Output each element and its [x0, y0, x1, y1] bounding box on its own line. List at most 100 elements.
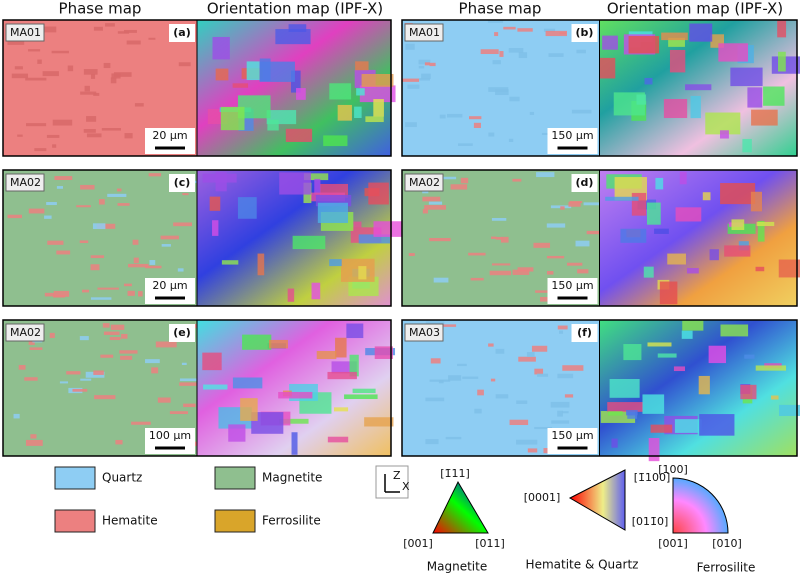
grain — [257, 253, 265, 276]
grain — [685, 84, 712, 91]
phase-grain — [54, 176, 73, 181]
phase-grain — [86, 133, 102, 138]
legend-label: Magnetite — [262, 471, 322, 485]
grain — [731, 219, 745, 231]
grain — [329, 259, 342, 267]
legend-swatch — [54, 509, 96, 533]
phase-grain — [551, 420, 570, 424]
phase-grain — [445, 436, 462, 440]
phase-grain — [157, 397, 171, 403]
phase-grain — [117, 31, 130, 34]
phase-grain — [473, 122, 481, 128]
phase-grain — [110, 77, 117, 84]
grain — [668, 37, 685, 47]
grain — [689, 23, 713, 42]
grain — [757, 220, 765, 242]
phase-grain — [442, 324, 457, 327]
grain — [352, 388, 376, 394]
phase-grain — [109, 337, 121, 341]
phase-grain — [557, 325, 568, 330]
phase-grain — [492, 60, 501, 65]
phase-grain — [67, 65, 74, 72]
phase-grain — [101, 127, 122, 131]
phase-grain — [546, 255, 565, 259]
column-header: Orientation map (IPF-X) — [607, 0, 783, 18]
phase-grain — [133, 257, 139, 264]
panel-letter: (a) — [173, 26, 190, 39]
phase-grain — [79, 336, 89, 341]
letter-box — [571, 174, 598, 192]
grain — [323, 135, 348, 147]
phase-grain — [183, 403, 196, 408]
grain — [279, 418, 309, 424]
phase-grain — [25, 77, 47, 81]
phase-grain — [103, 331, 120, 335]
panel-letter: (e) — [173, 326, 191, 339]
phase-grain — [503, 26, 516, 30]
phase-grain — [529, 111, 535, 115]
grain — [228, 424, 246, 442]
phase-grain — [577, 269, 589, 274]
phase-grain — [51, 50, 69, 54]
phase-grain — [80, 184, 95, 190]
grain — [756, 221, 775, 227]
grain — [368, 182, 389, 205]
phase-grain — [116, 188, 122, 192]
phase-grain — [44, 292, 56, 297]
phase-grain — [422, 196, 441, 202]
grain — [599, 57, 616, 79]
grain — [744, 354, 755, 359]
phase-grain — [102, 323, 110, 328]
phase-grain — [569, 201, 583, 204]
column-header: Phase map — [59, 0, 142, 18]
sample-box — [5, 323, 45, 342]
phase-grain — [477, 389, 484, 396]
phase-grain — [83, 69, 98, 75]
phase-grain — [490, 378, 496, 382]
phase-grain — [517, 267, 534, 272]
grain — [374, 346, 393, 359]
phase-grain — [182, 193, 189, 196]
phase-grain — [93, 26, 103, 31]
phase-grain — [543, 28, 556, 32]
phase-grain — [120, 355, 133, 360]
grain — [317, 202, 348, 223]
phase-grain — [402, 78, 420, 82]
phase-grain — [548, 53, 564, 57]
phase-grain — [448, 375, 462, 381]
panel-frame — [401, 19, 798, 157]
phase-grain — [430, 358, 441, 364]
grain — [720, 130, 729, 139]
grain — [681, 330, 693, 339]
phase-grain — [429, 238, 451, 242]
pole-label: [001] — [658, 537, 688, 550]
grain — [329, 83, 352, 100]
phase-grain — [155, 341, 177, 348]
grain — [654, 228, 669, 234]
phase-grain — [439, 114, 446, 119]
phase-grain — [11, 73, 29, 79]
panel: MA02 (c) 20 µm — [2, 169, 409, 307]
phase-grain — [509, 96, 520, 102]
phase-grain — [90, 73, 96, 79]
phase-grain — [148, 37, 156, 40]
grain — [655, 177, 664, 190]
phase-grain — [34, 148, 47, 152]
grain — [202, 352, 222, 371]
grain — [686, 267, 699, 274]
phase-grain — [495, 89, 509, 96]
scale-label: 150 µm — [551, 279, 593, 292]
phase-grain — [46, 134, 60, 138]
grain — [232, 83, 249, 88]
phase-grain — [126, 40, 141, 45]
phase-grain — [575, 240, 590, 247]
grain — [777, 20, 787, 38]
grain — [268, 339, 288, 349]
phase-grain — [7, 40, 25, 45]
phase-grain — [52, 119, 73, 126]
phase-grain — [460, 177, 469, 184]
phase-grain — [93, 92, 100, 96]
grain — [327, 436, 349, 443]
grain — [667, 253, 686, 265]
phase-grain — [537, 373, 549, 377]
